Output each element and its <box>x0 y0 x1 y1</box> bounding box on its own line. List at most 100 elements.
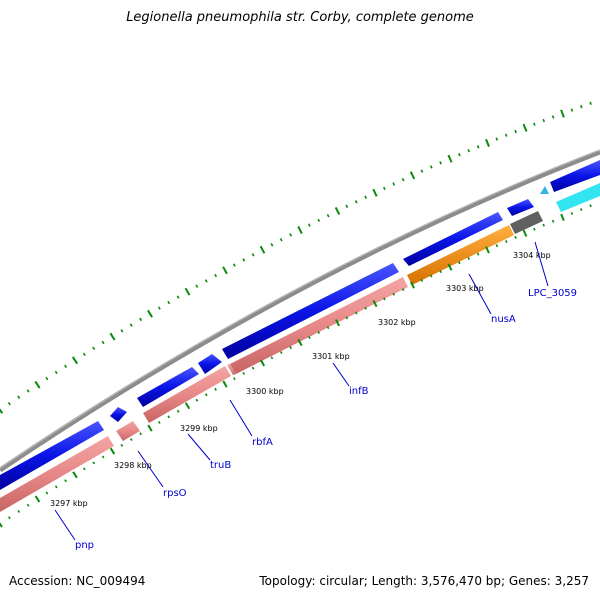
gene-leaders <box>54 241 549 541</box>
feature-truB[interactable] <box>143 366 231 423</box>
inner-ring-tick <box>64 479 67 483</box>
inner-ring-tick <box>504 240 508 243</box>
feature-rbfA[interactable] <box>227 364 236 375</box>
inner-ring-tick <box>317 331 321 334</box>
cds-LPC_3059[interactable] <box>507 199 534 216</box>
gene-labels: pnp rpsO truB rbfA infB nusA LPC_3059 <box>75 288 577 551</box>
map-title: Legionella pneumophila str. Corby, compl… <box>126 10 474 25</box>
feature-infB[interactable] <box>230 277 408 374</box>
inner-ring-tick <box>458 261 461 265</box>
outer-ring-tick <box>476 145 480 149</box>
cds-next[interactable] <box>550 160 600 192</box>
inner-ring-tick <box>467 256 471 260</box>
scale-label-3299: 3299 kbp <box>180 424 218 433</box>
inner-ring-tick <box>392 292 396 296</box>
outer-ring-tick <box>109 332 116 341</box>
scale-label-3301: 3301 kbp <box>312 352 350 361</box>
inner-ring-tick <box>297 338 303 347</box>
outer-ring-tick <box>17 395 21 399</box>
inner-ring-tick <box>184 402 191 410</box>
feature-cyan-arrow[interactable] <box>540 186 549 194</box>
outer-ring-tick <box>147 309 153 318</box>
inner-ring-tick <box>8 516 11 520</box>
outer-ring-tick <box>54 370 58 375</box>
outer-ring-tick <box>120 329 124 333</box>
outer-ring-tick <box>364 195 368 199</box>
gene-label-pnp[interactable]: pnp <box>75 540 94 551</box>
outer-ring-tick <box>307 223 311 227</box>
outer-ring-tick <box>495 137 499 141</box>
inner-ring-tick <box>326 326 330 330</box>
leader-rbfA <box>229 399 253 437</box>
outer-ring-tick <box>354 200 358 204</box>
inner-ring-tick <box>129 438 133 442</box>
scale-label-3304: 3304 kbp <box>513 251 551 260</box>
inner-ring-tick <box>259 359 266 367</box>
cds-truB[interactable] <box>137 367 199 407</box>
scale-labels: 3297 kbp 3298 kbp 3299 kbp 3300 kbp 3301… <box>50 251 551 508</box>
inner-ring-tick <box>45 491 49 495</box>
gene-label-infB[interactable]: infB <box>349 386 369 397</box>
gene-label-rbfA[interactable]: rbfA <box>252 437 273 448</box>
outer-ring-tick <box>317 218 321 223</box>
gene-label-rpsO[interactable]: rpsO <box>163 488 187 499</box>
cds-pnp[interactable] <box>0 421 104 490</box>
outer-ring-tick <box>167 300 171 305</box>
inner-ring-tick <box>439 270 442 274</box>
feature-pnp[interactable] <box>0 436 114 512</box>
outer-ring-tick <box>570 108 574 112</box>
outer-ring-tick <box>176 295 180 299</box>
scale-label-3302: 3302 kbp <box>378 318 416 327</box>
scale-label-3298: 3298 kbp <box>114 461 152 470</box>
genome-summary-text: Topology: circular; Length: 3,576,470 bp… <box>259 574 589 588</box>
inner-ring-tick <box>495 244 499 248</box>
cds-rpsO[interactable] <box>110 407 127 422</box>
feature-rpsO[interactable] <box>116 421 140 441</box>
outer-ring-tick <box>401 177 405 182</box>
inner-ring-tick <box>335 319 340 327</box>
leader-truB <box>187 433 211 461</box>
gene-label-truB[interactable]: truB <box>210 460 231 471</box>
inner-ring-tick <box>251 366 255 370</box>
leader-LPC_3059 <box>534 241 549 287</box>
outer-ring-tick <box>467 149 471 153</box>
outer-ring-tick <box>485 138 490 147</box>
inner-ring-tick <box>26 503 30 507</box>
cds-infB[interactable] <box>222 263 399 359</box>
feature-LPC_3059[interactable] <box>510 211 543 234</box>
inner-ring-tick <box>560 213 565 221</box>
outer-ring-tick <box>589 101 592 105</box>
inner-ring-tick <box>176 409 180 413</box>
outer-ring-tick <box>542 118 546 123</box>
cds-rbfA[interactable] <box>198 354 222 374</box>
inner-ring-tick <box>485 246 490 254</box>
cds-nusA[interactable] <box>403 212 503 266</box>
inner-ring-tick <box>401 288 405 292</box>
inner-ring-tick <box>345 316 349 320</box>
scale-label-3297: 3297 kbp <box>50 499 88 508</box>
outer-ring-tick <box>157 306 161 310</box>
gene-label-nusA[interactable]: nusA <box>491 314 516 325</box>
inner-ring-tick <box>242 371 246 375</box>
inner-ring-tick <box>447 263 453 271</box>
outer-ring-tick <box>429 165 433 169</box>
backbone-ring-highlight <box>0 149 600 469</box>
feature-cyan[interactable] <box>556 183 600 212</box>
leader-infB <box>332 362 350 387</box>
outer-ring-tick <box>522 123 528 132</box>
inner-ring-tick <box>109 447 116 455</box>
feature-nusA[interactable] <box>407 225 514 285</box>
inner-ring-tick <box>308 336 311 339</box>
leader-nusA <box>468 273 492 315</box>
inner-ring-tick <box>429 274 433 278</box>
outer-ring-tick <box>514 129 517 134</box>
outer-ring-tick <box>129 323 133 327</box>
inner-ring-tick <box>580 208 583 211</box>
inner-ring-tick <box>542 223 545 227</box>
inner-ring-tick <box>364 306 367 310</box>
outer-ring-tick <box>533 122 536 126</box>
outer-ring-tick <box>242 258 246 262</box>
gene-label-LPC_3059[interactable]: LPC_3059 <box>528 288 577 299</box>
inner-ring-tick <box>533 227 536 231</box>
